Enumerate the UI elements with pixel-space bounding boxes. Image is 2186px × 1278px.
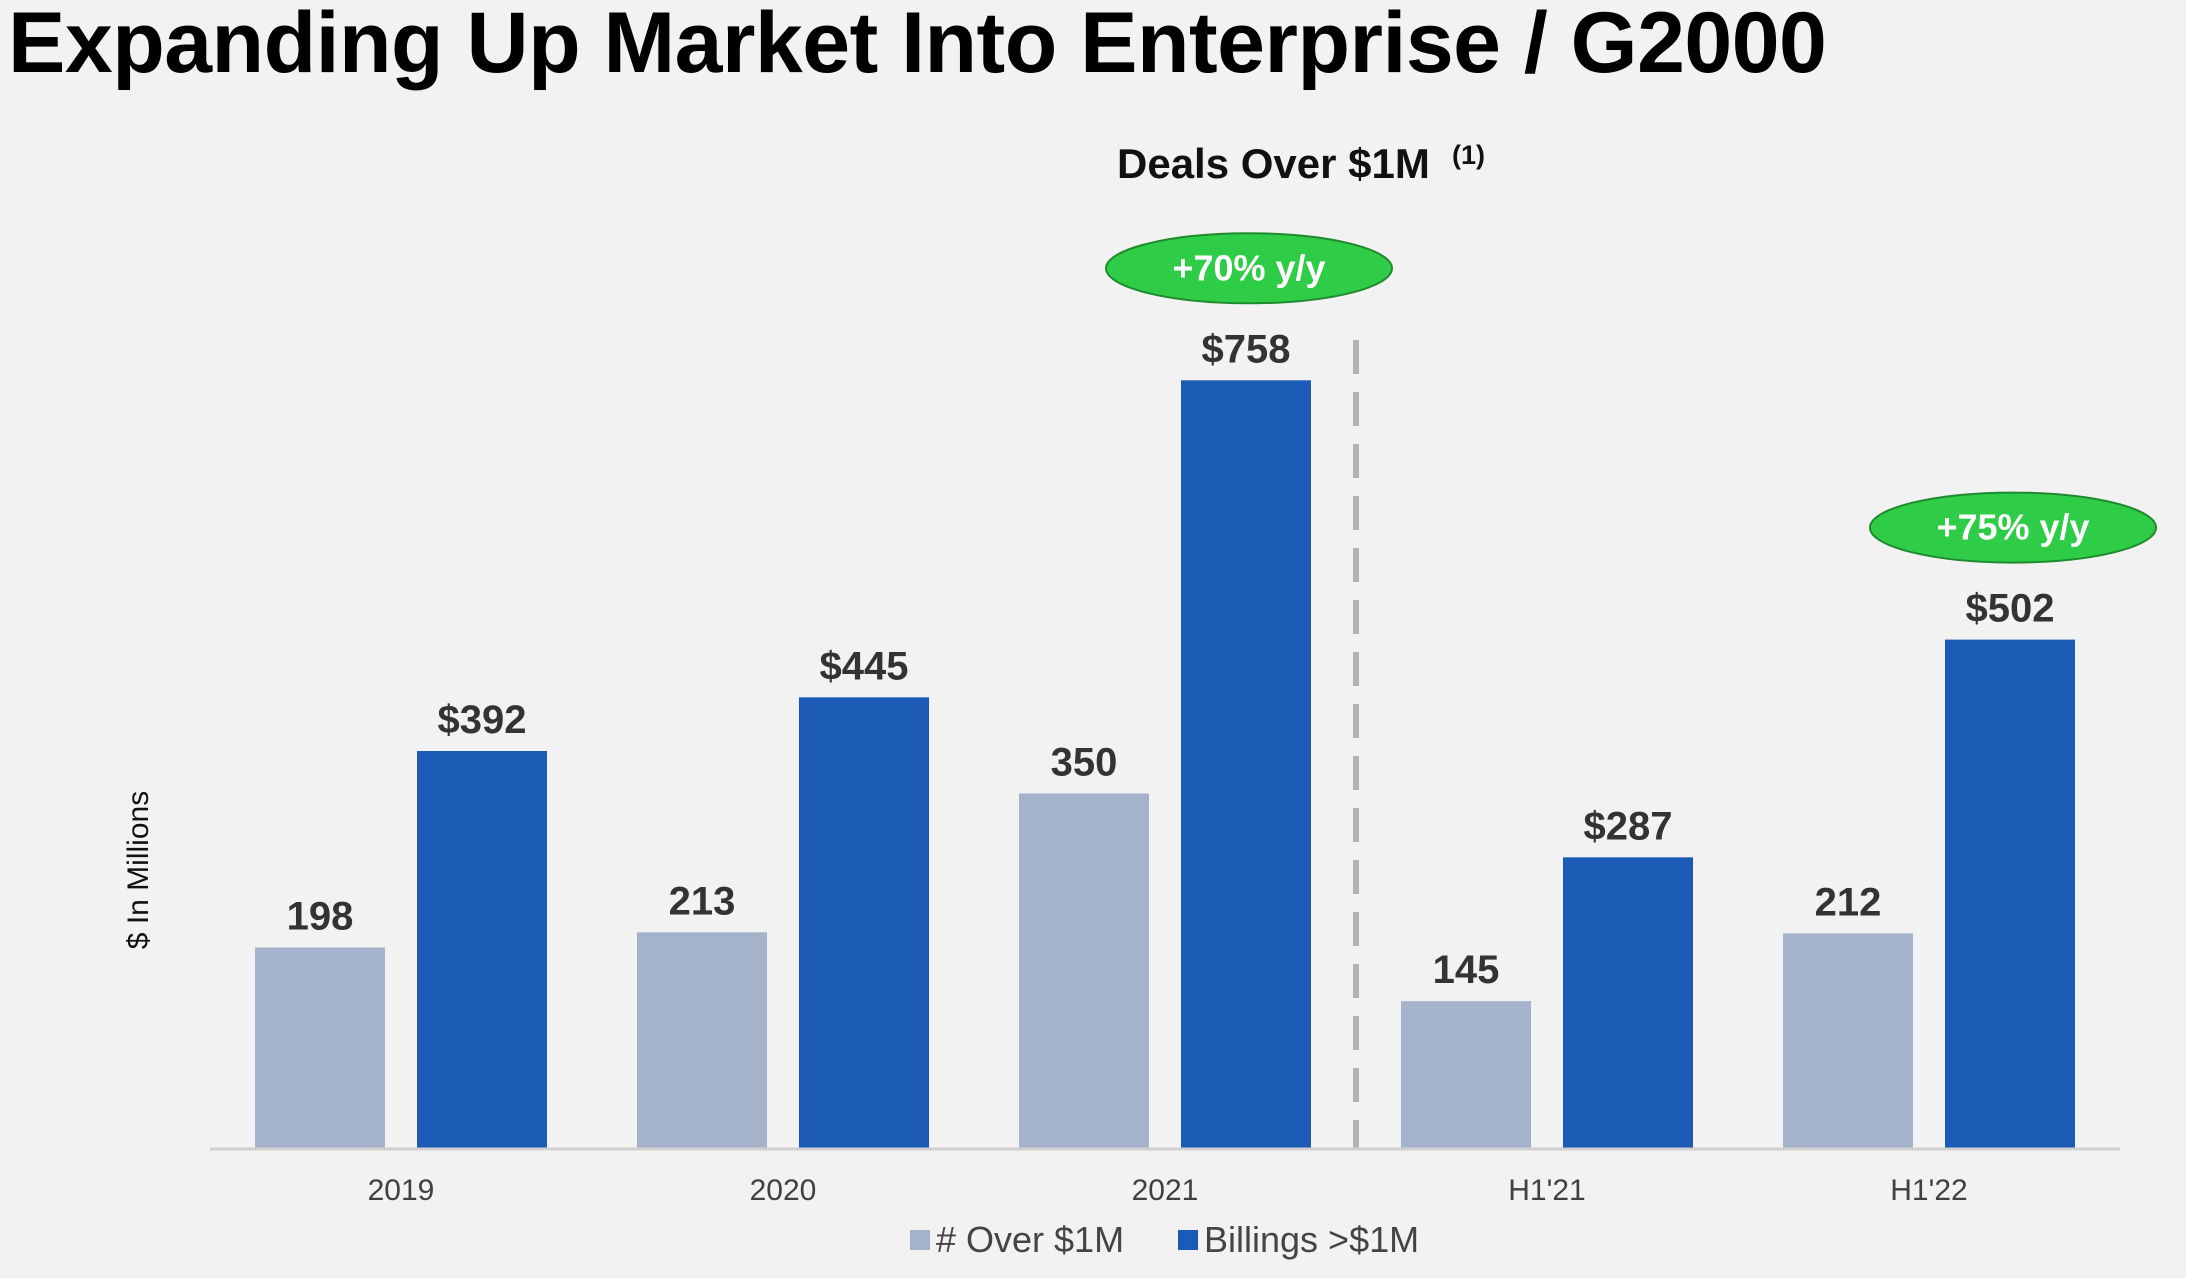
legend-swatch-count (910, 1230, 930, 1250)
data-label: 145 (1433, 948, 1500, 992)
bar-billings-2020 (799, 697, 929, 1148)
bar-count-H1'21 (1401, 1001, 1531, 1148)
data-label: 198 (287, 895, 354, 939)
legend-label-billings: Billings >$1M (1204, 1219, 1419, 1260)
x-tick-label: H1'22 (1890, 1174, 1967, 1207)
bar-billings-H1'22 (1945, 639, 2075, 1148)
data-label: $287 (1584, 804, 1673, 848)
data-label: 350 (1051, 741, 1118, 785)
bar-billings-H1'21 (1563, 857, 1693, 1148)
data-label: 213 (669, 879, 736, 923)
bar-count-2020 (637, 932, 767, 1148)
data-labels-group: 198 $392 213 $445 350 $758 145 $287 212 $502 (287, 327, 2055, 992)
data-label: $392 (438, 698, 527, 742)
data-label: 212 (1815, 880, 1882, 924)
page-title: Expanding Up Market Into Enterprise / G2… (8, 0, 1827, 91)
chart-title-group: Deals Over $1M (1) (1117, 140, 1485, 187)
legend-swatch-billings (1178, 1230, 1198, 1250)
data-label: $502 (1966, 587, 2055, 631)
legend-label-count: # Over $1M (936, 1219, 1124, 1260)
x-axis-group: 2019 2020 2021 H1'21 H1'22 (210, 1147, 2120, 1207)
bar-count-2019 (255, 947, 385, 1148)
y-axis-label: $ In Millions (122, 791, 155, 949)
chart-title-footnote: (1) (1452, 140, 1485, 170)
data-label: $758 (1202, 327, 1291, 371)
legend-group: # Over $1M Billings >$1M (910, 1219, 1419, 1260)
x-tick-label: 2019 (368, 1174, 435, 1207)
annotations-group: +70% y/y +75% y/y (1105, 232, 2157, 564)
growth-badge-label: +70% y/y (1172, 247, 1325, 288)
growth-badge (1105, 232, 1393, 305)
y-axis-label-group: $ In Millions (122, 791, 155, 949)
chart-title: Deals Over $1M (1117, 140, 1430, 187)
bar-count-H1'22 (1783, 933, 1913, 1148)
growth-badge (1869, 491, 2157, 564)
bar-billings-2019 (417, 751, 547, 1148)
growth-badge-label: +75% y/y (1936, 507, 2089, 548)
data-label: $445 (820, 644, 909, 688)
bars-group (255, 380, 2075, 1148)
x-tick-label: H1'21 (1508, 1174, 1585, 1207)
x-tick-label: 2021 (1132, 1174, 1199, 1207)
x-tick-label: 2020 (750, 1174, 817, 1207)
bar-billings-2021 (1181, 380, 1311, 1148)
bar-count-2021 (1019, 793, 1149, 1148)
